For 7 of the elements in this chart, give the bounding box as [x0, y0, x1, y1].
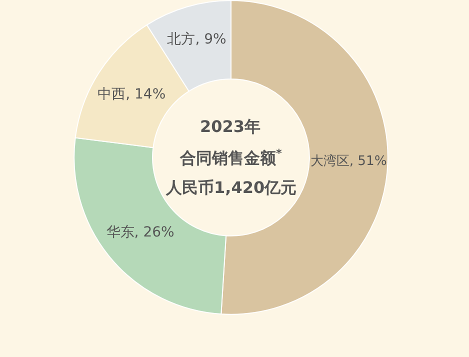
text: 合同销售金额$^{*}$: [179, 147, 282, 168]
text: 2023年: [200, 117, 261, 136]
slice-label: 北方, 9%: [167, 32, 226, 48]
slice-label: 华东, 26%: [106, 224, 174, 240]
text: 人民币1,420亿元: [165, 178, 297, 197]
slice-label: 大湾区, 51%: [310, 152, 387, 169]
slice-label: 中西, 14%: [98, 86, 166, 102]
